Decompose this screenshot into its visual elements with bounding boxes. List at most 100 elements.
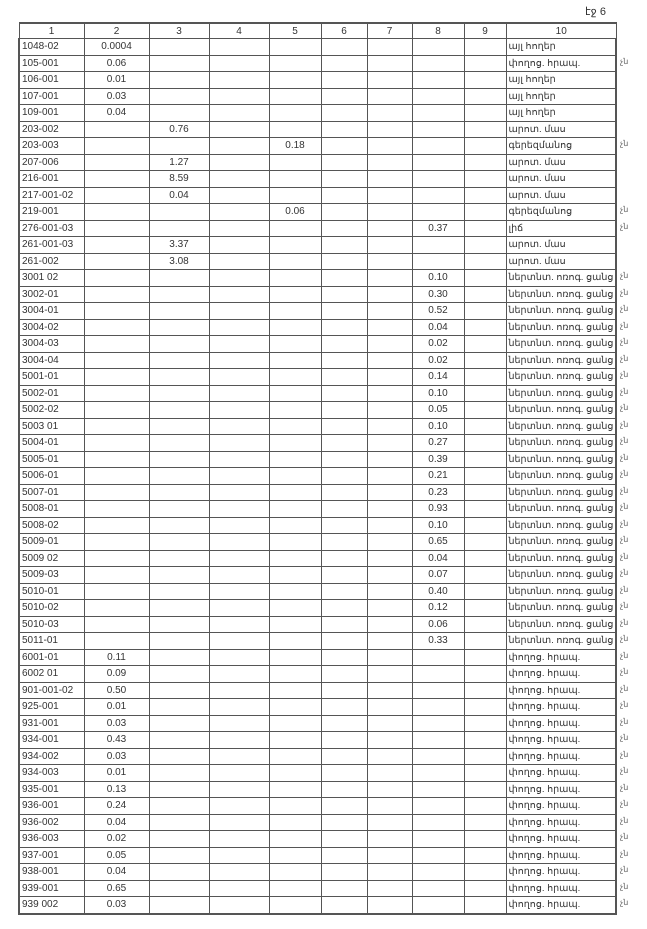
cell-col-10: փողոց. հրապ. [505,747,618,765]
cell-col-9 [463,219,507,237]
cell-col-10: ներտնտ. ոռոգ. ցանց [505,566,618,584]
cell-col-10: արոտ. մաս [505,236,618,254]
cell-col-6 [320,830,368,848]
cell-col-6 [320,186,368,204]
cell-col-1: 939 002 [18,896,85,915]
cell-col-9 [463,318,507,336]
cell-col-9 [463,747,507,765]
margin-note: չն [620,667,629,676]
cell-col-7 [366,714,413,732]
cell-col-9 [463,269,507,287]
cell-col-9 [463,351,507,369]
table-row: 261-001-03 3.37 արոտ. մաս [18,236,618,254]
cell-col-3 [148,450,210,468]
cell-col-9 [463,335,507,353]
cell-col-3 [148,483,210,501]
cell-col-5 [268,566,322,584]
cell-col-10: այլ հողեր [505,104,618,122]
cell-col-4 [208,351,270,369]
cell-col-4 [208,500,270,518]
cell-col-2 [83,236,150,254]
cell-col-7 [366,747,413,765]
cell-col-2 [83,186,150,204]
cell-col-7 [366,335,413,353]
margin-note: չն [620,815,629,825]
table-row: 5009-03 0.07 ներտնտ. ոռոգ. ցանց [18,566,618,584]
cell-col-3 [148,71,210,89]
cell-col-7 [366,500,413,518]
cell-col-9 [463,104,507,122]
cell-col-5 [268,632,322,650]
cell-col-9 [463,648,507,666]
cell-col-5 [268,615,322,633]
margin-note: չն [620,650,629,660]
cell-col-10: ներտնտ. ոռոգ. ցանց [505,632,618,650]
cell-col-8 [411,731,465,749]
cell-col-8: 0.30 [411,285,465,303]
cell-col-5 [268,879,322,897]
cell-col-6 [320,302,368,320]
column-header-4: 4 [208,22,270,39]
cell-col-6 [320,38,368,56]
table-row: 107-001 0.03 այլ հողեր [18,87,618,105]
cell-col-7 [366,252,413,270]
cell-col-5 [268,780,322,798]
cell-col-6 [320,747,368,765]
cell-col-1: 5005-01 [18,450,85,468]
cell-col-10: ներտնտ. ոռոգ. ցանց [505,582,618,600]
margin-note: չն [620,535,629,544]
cell-col-4 [208,38,270,56]
cell-col-6 [320,401,368,419]
table-row: 217-001-02 0.04 արոտ. մաս [18,186,618,204]
cell-col-3 [148,285,210,303]
margin-note: չն [620,568,629,577]
cell-col-8 [411,137,465,155]
table-row: 5009-01 0.65 ներտնտ. ոռոգ. ցանց [18,533,618,551]
cell-col-7 [366,582,413,600]
cell-col-2 [83,549,150,567]
cell-col-5 [268,500,322,518]
cell-col-7 [366,120,413,138]
cell-col-4 [208,87,270,105]
cell-col-7 [366,153,413,171]
table-row: 6002 01 0.09 փողոց. հրապ. [18,665,618,683]
cell-col-4 [208,582,270,600]
cell-col-6 [320,137,368,155]
cell-col-5 [268,368,322,386]
cell-col-3 [148,698,210,716]
cell-col-10: փողոց. հրապ. [505,764,618,782]
cell-col-8 [411,813,465,831]
cell-col-8 [411,830,465,848]
cell-col-7 [366,219,413,237]
cell-col-9 [463,137,507,155]
cell-col-10: արոտ. մաս [505,186,618,204]
cell-col-6 [320,582,368,600]
cell-col-7 [366,483,413,501]
cell-col-8 [411,896,465,915]
cell-col-2 [83,318,150,336]
cell-col-10: ներտնտ. ոռոգ. ցանց [505,285,618,303]
margin-note: չն [620,799,629,808]
cell-col-5 [268,665,322,683]
cell-col-6 [320,483,368,501]
cell-col-9 [463,203,507,221]
margin-note: չն [620,782,629,792]
cell-col-4 [208,170,270,188]
cell-col-7 [366,302,413,320]
cell-col-4 [208,533,270,551]
cell-col-8: 0.02 [411,335,465,353]
cell-col-5 [268,797,322,815]
cell-col-7 [366,170,413,188]
cell-col-2: 0.02 [83,830,150,848]
cell-col-10: ներտնտ. ոռոգ. ցանց [505,401,618,419]
cell-col-5 [268,467,322,485]
cell-col-3 [148,896,210,915]
cell-col-8: 0.27 [411,434,465,452]
cell-col-6 [320,615,368,633]
cell-col-1: 5004-01 [18,434,85,452]
cell-col-6 [320,896,368,915]
cell-col-7 [366,236,413,254]
cell-col-8: 0.10 [411,417,465,435]
cell-col-4 [208,318,270,336]
cell-col-8: 0.10 [411,384,465,402]
